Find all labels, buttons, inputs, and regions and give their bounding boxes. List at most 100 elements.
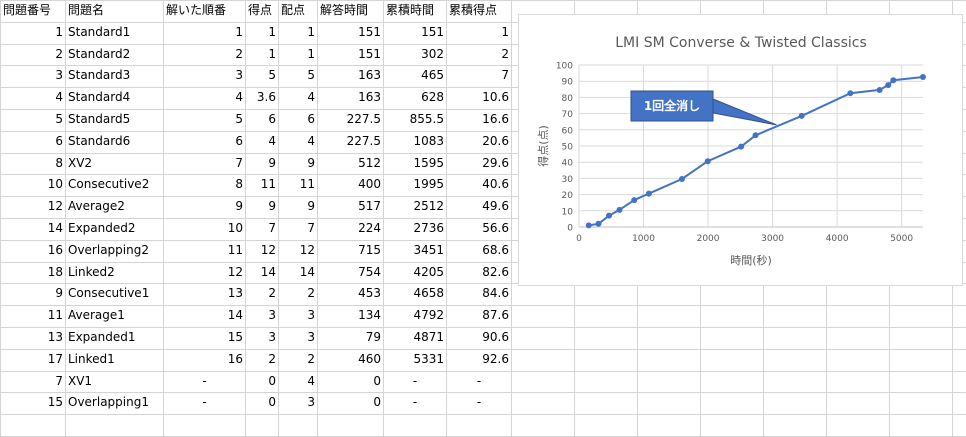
table-cell[interactable]: 15	[227, 330, 243, 344]
table-cell[interactable]: Standard1	[68, 25, 131, 39]
table-cell[interactable]: 87.6	[482, 308, 509, 322]
table-cell[interactable]: 14	[227, 308, 243, 322]
table-cell[interactable]: Overlapping2	[68, 243, 149, 257]
table-cell[interactable]: 754	[358, 265, 381, 279]
table-cell[interactable]: Standard4	[68, 90, 131, 104]
table-cell[interactable]: 4	[235, 90, 243, 104]
table-cell[interactable]: 1	[501, 25, 509, 39]
table-cell[interactable]: 227.5	[346, 112, 381, 126]
table-cell[interactable]: 4	[307, 134, 315, 148]
table-cell[interactable]: XV1	[68, 374, 93, 388]
data-point[interactable]	[738, 143, 745, 150]
table-cell[interactable]: 18	[47, 265, 63, 279]
table-cell[interactable]: Expanded1	[68, 330, 136, 344]
data-point[interactable]	[631, 197, 638, 204]
data-point[interactable]	[798, 112, 805, 119]
table-cell[interactable]: 2	[307, 352, 315, 366]
header-cell[interactable]: 累積得点	[449, 3, 498, 17]
table-cell[interactable]: 10	[227, 221, 243, 235]
table-cell[interactable]: 7	[268, 221, 276, 235]
table-cell[interactable]: 224	[358, 221, 381, 235]
table-cell[interactable]: 465	[421, 68, 444, 82]
table-cell[interactable]: 3451	[413, 243, 444, 257]
table-cell[interactable]: 11	[47, 308, 63, 322]
table-cell[interactable]: 9	[55, 286, 63, 300]
table-cell[interactable]: 1	[307, 47, 315, 61]
table-cell[interactable]: 1083	[413, 134, 444, 148]
table-cell[interactable]: 3	[268, 308, 276, 322]
table-cell[interactable]: Expanded2	[68, 221, 136, 235]
data-point[interactable]	[645, 190, 652, 197]
table-cell[interactable]: 12	[227, 265, 243, 279]
table-cell[interactable]: 2	[235, 47, 243, 61]
header-cell[interactable]: 解いた順番	[166, 3, 227, 17]
header-cell[interactable]: 得点	[248, 3, 273, 17]
table-cell[interactable]: 4792	[413, 308, 444, 322]
table-cell[interactable]: Linked2	[68, 265, 115, 279]
table-cell[interactable]: 3	[268, 330, 276, 344]
table-cell[interactable]: 460	[358, 352, 381, 366]
table-cell[interactable]: 7	[501, 68, 509, 82]
table-cell[interactable]: 1	[307, 25, 315, 39]
table-cell[interactable]: Standard6	[68, 134, 131, 148]
table-cell[interactable]: 3	[235, 68, 243, 82]
table-cell[interactable]: 29.6	[482, 156, 509, 170]
data-point[interactable]	[847, 90, 854, 97]
table-cell[interactable]: 7	[307, 221, 315, 235]
table-cell[interactable]: 3	[307, 330, 315, 344]
table-cell[interactable]: 1	[268, 25, 276, 39]
table-cell[interactable]: 82.6	[482, 265, 509, 279]
header-cell[interactable]: 解答時間	[320, 3, 369, 17]
data-point[interactable]	[920, 73, 926, 80]
table-cell[interactable]: 2	[307, 286, 315, 300]
table-cell[interactable]: Average2	[68, 199, 125, 213]
table-cell[interactable]: 5	[307, 68, 315, 82]
table-cell[interactable]: 3	[307, 395, 315, 409]
table-cell[interactable]: Standard3	[68, 68, 131, 82]
table-cell[interactable]: 11	[227, 243, 243, 257]
table-cell[interactable]: -	[476, 374, 482, 388]
data-point[interactable]	[606, 212, 613, 219]
data-point[interactable]	[704, 158, 711, 165]
table-cell[interactable]: Standard5	[68, 112, 131, 126]
table-cell[interactable]: 9	[307, 199, 315, 213]
callout-box[interactable]	[630, 90, 714, 122]
table-cell[interactable]: 628	[421, 90, 444, 104]
table-cell[interactable]: 517	[358, 199, 381, 213]
table-cell[interactable]: Standard2	[68, 47, 131, 61]
table-cell[interactable]: Consecutive1	[68, 286, 150, 300]
table-cell[interactable]: 2736	[413, 221, 444, 235]
table-cell[interactable]: 12	[47, 199, 63, 213]
table-cell[interactable]: Overlapping1	[68, 395, 149, 409]
table-cell[interactable]: 2	[501, 47, 509, 61]
table-cell[interactable]: 56.6	[482, 221, 509, 235]
table-cell[interactable]: 3	[55, 68, 63, 82]
data-point[interactable]	[585, 222, 592, 229]
table-cell[interactable]: 8	[235, 177, 243, 191]
table-cell[interactable]: 453	[358, 286, 381, 300]
table-cell[interactable]: 151	[358, 25, 381, 39]
data-point[interactable]	[876, 86, 883, 93]
data-point[interactable]	[616, 206, 623, 213]
table-cell[interactable]: 20.6	[482, 134, 509, 148]
table-cell[interactable]: 5	[55, 112, 63, 126]
table-cell[interactable]: 715	[358, 243, 381, 257]
table-cell[interactable]: 16.6	[482, 112, 509, 126]
table-cell[interactable]: 40.6	[482, 177, 509, 191]
table-cell[interactable]: 2	[268, 352, 276, 366]
table-cell[interactable]: 2	[268, 286, 276, 300]
table-cell[interactable]: 8	[55, 156, 63, 170]
table-cell[interactable]: 1	[55, 25, 63, 39]
table-cell[interactable]: XV2	[68, 156, 93, 170]
chart[interactable]: LMI SM Converse & Twisted Classics 0 10 20…	[518, 14, 963, 286]
table-cell[interactable]: 9	[307, 156, 315, 170]
table-cell[interactable]: Average1	[68, 308, 125, 322]
table-cell[interactable]: 4	[55, 90, 63, 104]
table-cell[interactable]: 4205	[413, 265, 444, 279]
data-point[interactable]	[890, 77, 897, 84]
table-cell[interactable]: 7	[55, 374, 63, 388]
table-cell[interactable]: 4658	[413, 286, 444, 300]
table-cell[interactable]: 6	[307, 112, 315, 126]
table-cell[interactable]: 512	[358, 156, 381, 170]
table-cell[interactable]: 12	[299, 243, 315, 257]
